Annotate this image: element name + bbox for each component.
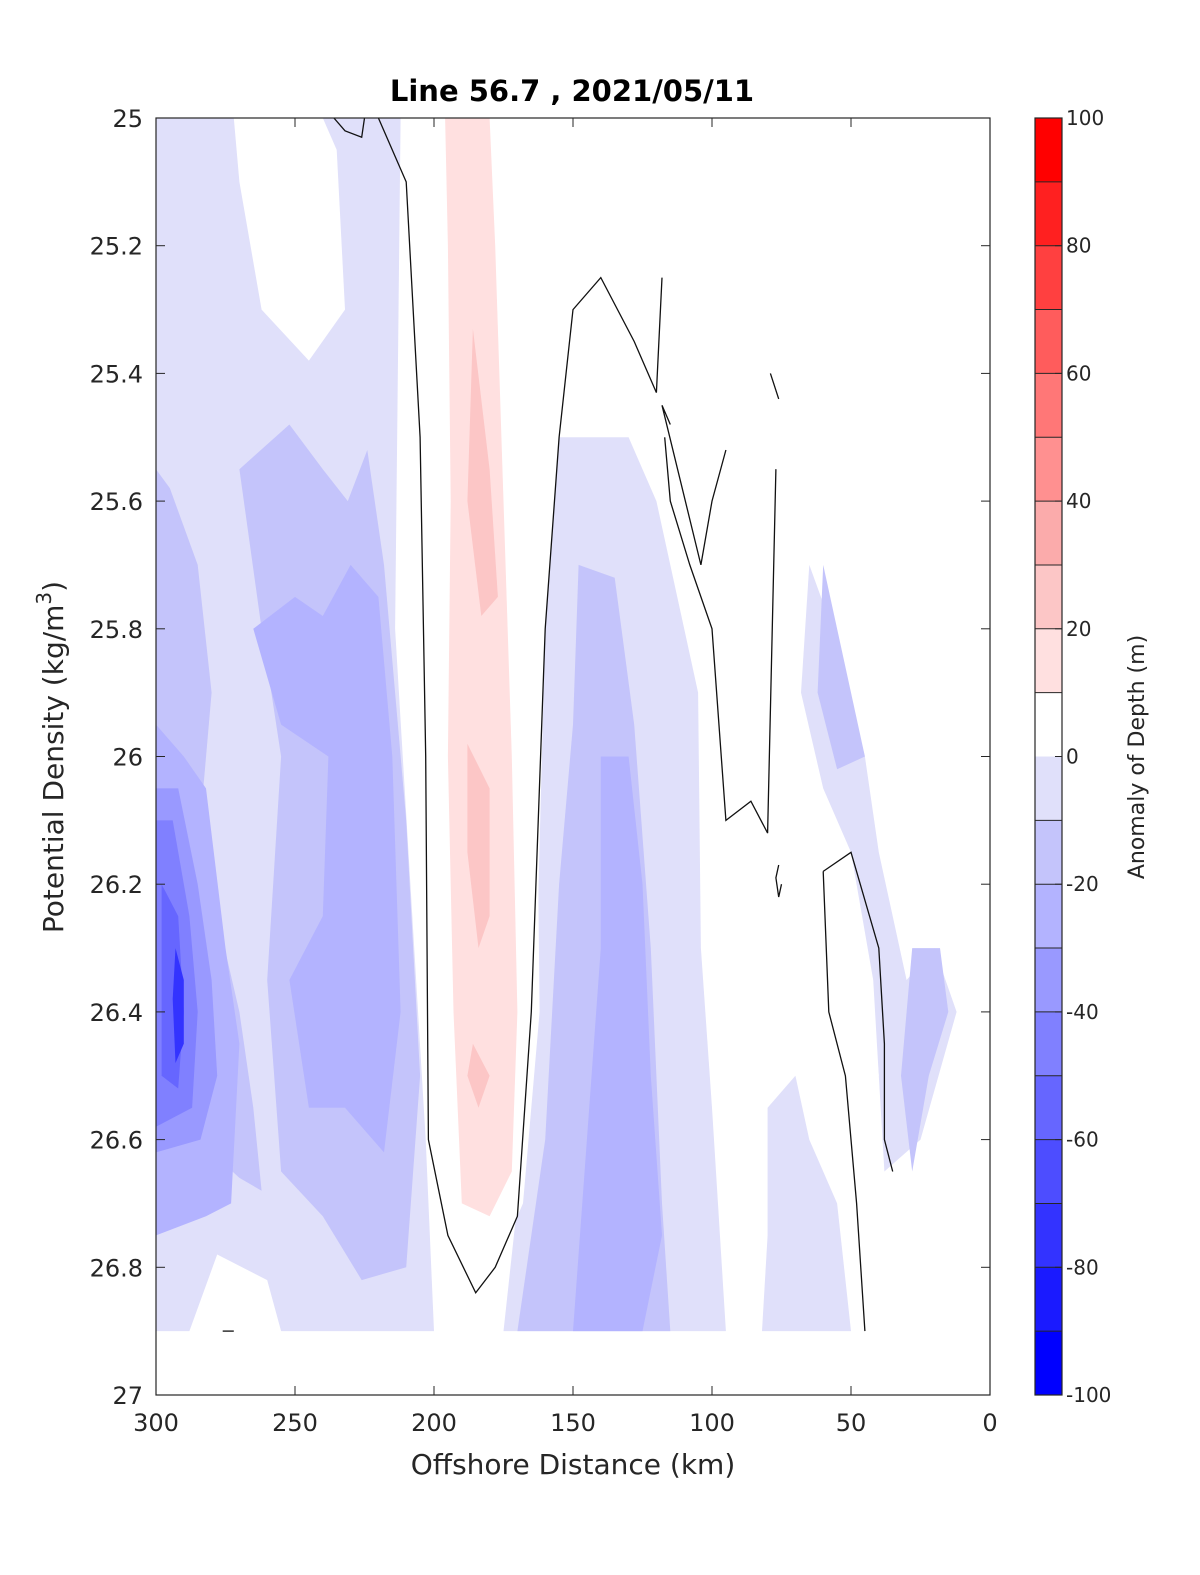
y-tick-label-7: 26.4 xyxy=(90,999,143,1027)
colorbar-swatch-17 xyxy=(1035,245,1062,310)
contour-region-14 xyxy=(901,948,949,1172)
zero-contour-line-6 xyxy=(822,871,866,1332)
colorbar-swatch-9 xyxy=(1035,756,1062,821)
y-axis-title: Potential Density (kg/m3) xyxy=(32,581,70,933)
colorbar-swatch-5 xyxy=(1035,1011,1062,1076)
y-tick-label-5: 26 xyxy=(112,744,143,772)
contour-region-11 xyxy=(573,756,662,1332)
y-axis-title-main: Potential Density (kg/m xyxy=(37,605,70,934)
contour-region-3 xyxy=(253,564,401,1153)
x-tick-label-4: 100 xyxy=(689,1409,735,1437)
colorbar-swatch-0 xyxy=(1035,1331,1062,1395)
colorbar-swatch-6 xyxy=(1035,948,1062,1012)
colorbar-tick-label-4: 20 xyxy=(1066,617,1091,641)
zero-contour-line-2 xyxy=(664,437,777,834)
colorbar-tick-label-8: -60 xyxy=(1066,1128,1099,1152)
colorbar-swatch-19 xyxy=(1035,118,1062,182)
colorbar-swatch-10 xyxy=(1035,692,1062,757)
x-tick-label-3: 150 xyxy=(550,1409,596,1437)
y-axis-title-suffix: ) xyxy=(37,581,70,592)
x-axis: 300 250 200 150 100 50 0 xyxy=(133,118,998,1437)
contour-region-13 xyxy=(817,564,865,770)
y-tick-label-6: 26.2 xyxy=(90,871,143,899)
colorbar-swatch-2 xyxy=(1035,1203,1062,1268)
contour-region-8 xyxy=(172,948,184,1063)
contour-region-20 xyxy=(467,1043,490,1108)
contour-region-21 xyxy=(573,118,635,201)
colorbar-tick-label-7: -40 xyxy=(1066,1000,1099,1024)
colorbar-swatch-8 xyxy=(1035,820,1062,885)
x-tick-label-0: 300 xyxy=(133,1409,179,1437)
y-tick-label-9: 26.8 xyxy=(90,1254,143,1282)
x-axis-title: Offshore Distance (km) xyxy=(411,1448,736,1481)
y-tick-label-1: 25.2 xyxy=(90,233,143,261)
zero-contour-line-0 xyxy=(377,118,663,1295)
zero-contour-line-7 xyxy=(775,864,783,898)
x-tick-label-2: 200 xyxy=(411,1409,457,1437)
y-tick-label-10: 27 xyxy=(112,1382,143,1410)
colorbar-tick-label-5: 0 xyxy=(1066,745,1079,769)
contour-region-19 xyxy=(467,743,490,949)
colorbar-swatch-3 xyxy=(1035,1139,1062,1204)
contour-lines xyxy=(222,118,894,1332)
y-axis: 25 25.2 25.4 25.6 25.8 26 26.2 26.4 26.6 26.8 27 xyxy=(90,105,990,1410)
colorbar-tick-label-1: 80 xyxy=(1066,234,1091,258)
plot-area xyxy=(155,117,991,1396)
colorbar-title: Anomaly of Depth (m) xyxy=(1125,635,1150,879)
colorbar-tick-label-10: -100 xyxy=(1066,1383,1111,1407)
colorbar-swatch-7 xyxy=(1035,884,1062,949)
zero-contour-line-5 xyxy=(822,851,894,1172)
colorbar: 100 80 60 40 20 0 -20 -40 -60 -80 -100 xyxy=(1034,106,1111,1407)
zero-contour-line-4 xyxy=(769,373,780,400)
colorbar-swatch-11 xyxy=(1035,628,1062,693)
contour-fills xyxy=(156,118,957,1332)
colorbar-swatch-1 xyxy=(1035,1267,1062,1332)
x-tick-label-6: 0 xyxy=(982,1409,997,1437)
colorbar-swatch-4 xyxy=(1035,1075,1062,1140)
contour-region-18 xyxy=(467,328,498,616)
y-tick-label-4: 25.8 xyxy=(90,616,143,644)
x-tick-label-5: 50 xyxy=(836,1409,867,1437)
colorbar-swatch-15 xyxy=(1035,373,1062,438)
zero-contour-line-3 xyxy=(661,405,727,566)
y-axis-title-sup: 3 xyxy=(32,592,56,605)
zero-contour-line-1 xyxy=(333,118,366,139)
colorbar-tick-label-0: 100 xyxy=(1066,106,1104,130)
colorbar-swatch-13 xyxy=(1035,501,1062,565)
colorbar-swatch-12 xyxy=(1035,564,1062,629)
y-tick-label-0: 25 xyxy=(112,105,143,133)
colorbar-tick-label-2: 60 xyxy=(1066,361,1091,385)
colorbar-swatch-18 xyxy=(1035,181,1062,246)
colorbar-tick-label-3: 40 xyxy=(1066,489,1091,513)
chart-title: Line 56.7 , 2021/05/11 xyxy=(390,74,754,108)
colorbar-swatch-16 xyxy=(1035,309,1062,374)
y-tick-label-3: 25.6 xyxy=(90,488,143,516)
y-tick-label-8: 26.6 xyxy=(90,1127,143,1155)
contour-region-15 xyxy=(762,1075,851,1332)
contour-region-17 xyxy=(445,118,518,1217)
colorbar-swatch-14 xyxy=(1035,437,1062,502)
colorbar-tick-label-6: -20 xyxy=(1066,872,1099,896)
x-tick-label-1: 250 xyxy=(272,1409,318,1437)
y-tick-label-2: 25.4 xyxy=(90,360,143,388)
contour-region-22 xyxy=(739,405,774,597)
contour-region-23 xyxy=(845,928,879,1089)
colorbar-tick-label-9: -80 xyxy=(1066,1255,1099,1279)
